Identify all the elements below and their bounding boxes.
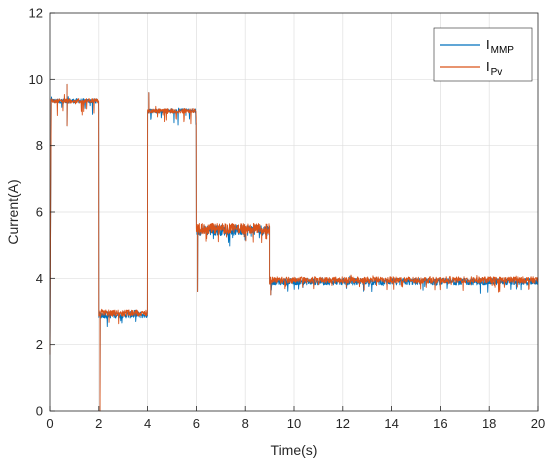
x-tick-label: 4 xyxy=(144,416,151,431)
x-tick-label: 14 xyxy=(384,416,398,431)
y-tick-label: 12 xyxy=(29,6,43,21)
x-tick-label: 10 xyxy=(287,416,301,431)
x-tick-label: 20 xyxy=(531,416,545,431)
series-line-pv xyxy=(49,83,539,412)
legend-box xyxy=(433,27,533,82)
legend: IMMP IPv xyxy=(433,27,533,82)
axis-ticks: 0 2 4 6 8 10 12 14 16 18 20 0 2 4 6 8 10 12 xyxy=(29,6,546,432)
y-tick-label: 6 xyxy=(36,205,43,220)
y-tick-label: 0 xyxy=(36,404,43,419)
legend-entry: IMMP xyxy=(486,37,514,56)
y-tick-label: 8 xyxy=(36,138,43,153)
x-tick-label: 16 xyxy=(433,416,447,431)
y-tick-label: 2 xyxy=(36,337,43,352)
x-tick-label: 0 xyxy=(46,416,53,431)
legend-entry: IPv xyxy=(486,59,502,78)
x-tick-label: 8 xyxy=(242,416,249,431)
y-axis-label: Current(A) xyxy=(5,179,21,244)
x-tick-label: 18 xyxy=(482,416,496,431)
y-tick-label: 10 xyxy=(29,72,43,87)
x-axis-label: Time(s) xyxy=(271,442,318,458)
series-lines xyxy=(49,83,539,412)
x-tick-label: 6 xyxy=(193,416,200,431)
series-line-mmp xyxy=(49,83,538,412)
y-tick-label: 4 xyxy=(36,271,43,286)
x-tick-label: 12 xyxy=(336,416,350,431)
x-tick-label: 2 xyxy=(95,416,102,431)
